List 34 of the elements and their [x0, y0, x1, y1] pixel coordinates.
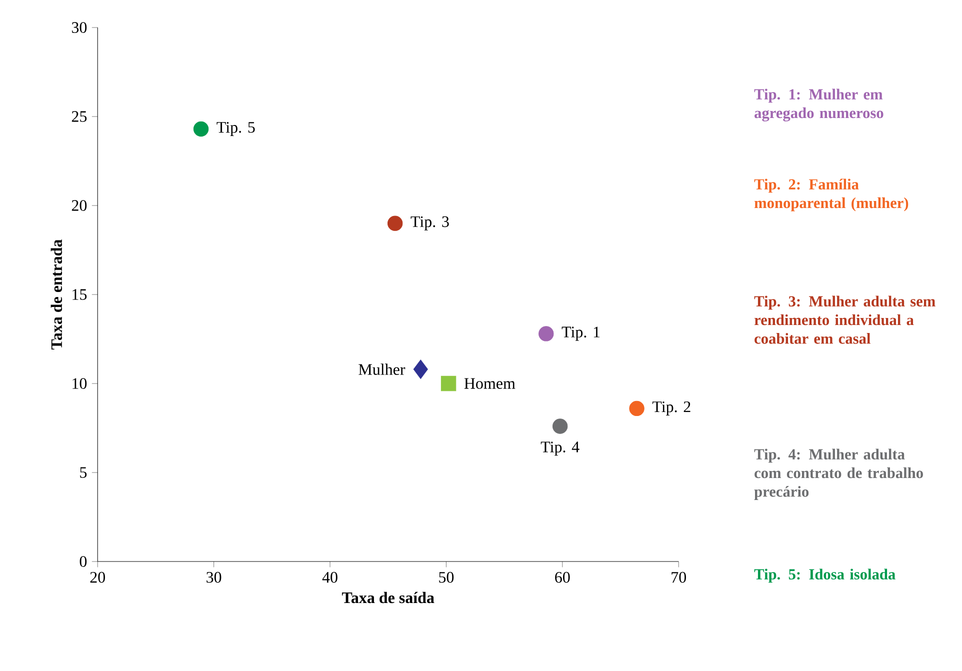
- series-label: Tip. 4: [540, 442, 580, 456]
- x-tick-label: 30: [206, 572, 222, 583]
- point: [387, 216, 403, 231]
- y-tick-label: 15: [72, 289, 87, 300]
- y-tick-label: 10: [72, 378, 87, 389]
- series-label: Homem: [464, 378, 516, 389]
- text: Tip. 3: Mulher adulta sem rendimento individual a coabitar em casal: [754, 296, 936, 344]
- series-label: Tip. 2: [652, 401, 690, 416]
- series-label: Tip. 3: [410, 216, 449, 230]
- y-axis-title: Taxa de entrada: [50, 240, 62, 350]
- point: [440, 376, 456, 392]
- x-tick-label: 70: [672, 572, 686, 583]
- x-tick-label: 60: [555, 572, 570, 583]
- x-tick-label: 40: [322, 572, 338, 583]
- x-axis-title: Taxa de saída: [342, 592, 434, 604]
- y-tick-label: 0: [80, 556, 87, 567]
- y-tick-label: 25: [72, 111, 87, 122]
- text: Tip. 1: Mulher em agregado numeroso: [754, 88, 884, 122]
- text: Tip. 5: Idosa isolada: [754, 568, 896, 583]
- x-tick-label: 20: [90, 572, 105, 583]
- point: [413, 360, 428, 379]
- point: [552, 418, 568, 434]
- y-tick-label: 5: [80, 467, 87, 478]
- point: [629, 400, 644, 416]
- point: [538, 326, 554, 342]
- text: Tip. 2: Família monoparental (mulher): [754, 178, 908, 212]
- text: Tip. 4: Mulher adulta com contrato de trabalho precário: [754, 448, 923, 500]
- series-label: Tip. 5: [216, 122, 255, 136]
- y-tick-label: 30: [72, 22, 87, 33]
- x-tick-label: 50: [439, 572, 454, 583]
- series-label: Mulher: [358, 364, 406, 375]
- y-tick-label: 20: [72, 200, 87, 211]
- point: [193, 121, 209, 137]
- series-label: Tip. 1: [562, 326, 600, 341]
